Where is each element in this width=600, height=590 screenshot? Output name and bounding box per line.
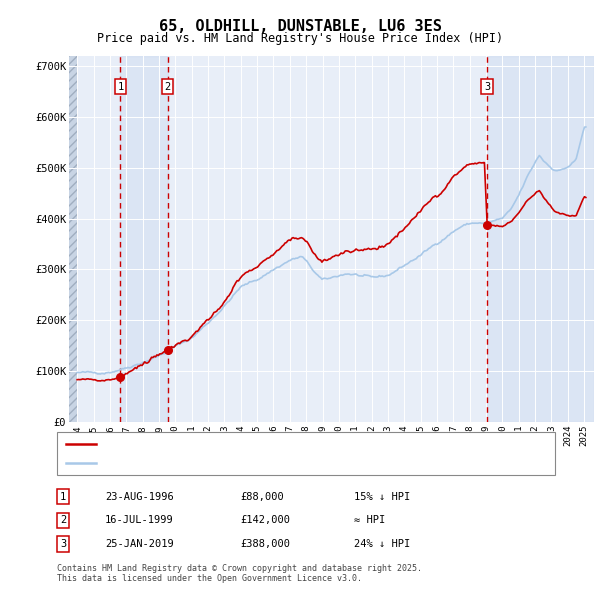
Text: 2: 2 bbox=[164, 81, 171, 91]
Text: 3: 3 bbox=[484, 81, 490, 91]
Bar bbox=[121, 56, 168, 422]
Text: 23-AUG-1996: 23-AUG-1996 bbox=[105, 492, 174, 502]
Text: 65, OLDHILL, DUNSTABLE, LU6 3ES (detached house): 65, OLDHILL, DUNSTABLE, LU6 3ES (detache… bbox=[102, 439, 402, 449]
Text: 1: 1 bbox=[117, 81, 124, 91]
Text: £388,000: £388,000 bbox=[240, 539, 290, 549]
Text: 24% ↓ HPI: 24% ↓ HPI bbox=[354, 539, 410, 549]
Text: £142,000: £142,000 bbox=[240, 516, 290, 525]
Text: ≈ HPI: ≈ HPI bbox=[354, 516, 385, 525]
Text: HPI: Average price, detached house, Central Bedfordshire: HPI: Average price, detached house, Cent… bbox=[102, 458, 452, 468]
Bar bbox=[69, 51, 78, 422]
Text: 2: 2 bbox=[60, 516, 66, 525]
Text: 25-JAN-2019: 25-JAN-2019 bbox=[105, 539, 174, 549]
Text: Contains HM Land Registry data © Crown copyright and database right 2025.
This d: Contains HM Land Registry data © Crown c… bbox=[57, 563, 422, 583]
Text: 16-JUL-1999: 16-JUL-1999 bbox=[105, 516, 174, 525]
Text: Price paid vs. HM Land Registry's House Price Index (HPI): Price paid vs. HM Land Registry's House … bbox=[97, 32, 503, 45]
Text: 65, OLDHILL, DUNSTABLE, LU6 3ES: 65, OLDHILL, DUNSTABLE, LU6 3ES bbox=[158, 19, 442, 34]
Text: 15% ↓ HPI: 15% ↓ HPI bbox=[354, 492, 410, 502]
Bar bbox=[487, 56, 594, 422]
Text: 3: 3 bbox=[60, 539, 66, 549]
Text: £88,000: £88,000 bbox=[240, 492, 284, 502]
Text: 1: 1 bbox=[60, 492, 66, 502]
